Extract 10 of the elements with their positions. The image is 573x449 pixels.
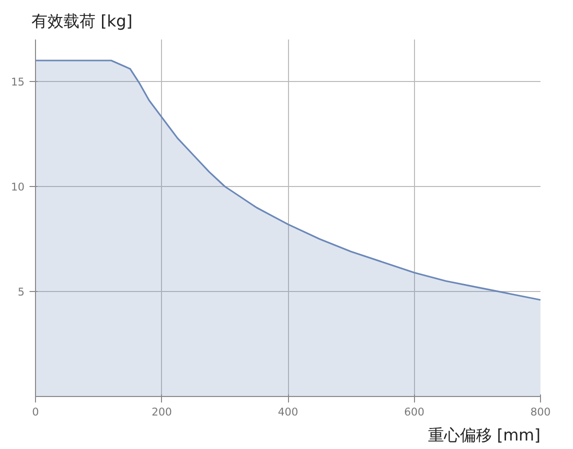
y-axis-title: 有效载荷 [kg] <box>32 12 132 30</box>
y-tick-label: 10 <box>10 180 25 194</box>
x-tick-label: 600 <box>404 406 425 418</box>
x-tick-label: 200 <box>152 406 172 418</box>
y-tick-label: 15 <box>10 76 25 88</box>
x-tick-label: 400 <box>278 406 298 418</box>
x-axis-title: 重心偏移 [mm] <box>428 426 541 444</box>
x-tick-label: 0 <box>32 406 40 418</box>
y-tick-label: 5 <box>18 286 24 298</box>
x-tick-label: 800 <box>530 406 551 418</box>
